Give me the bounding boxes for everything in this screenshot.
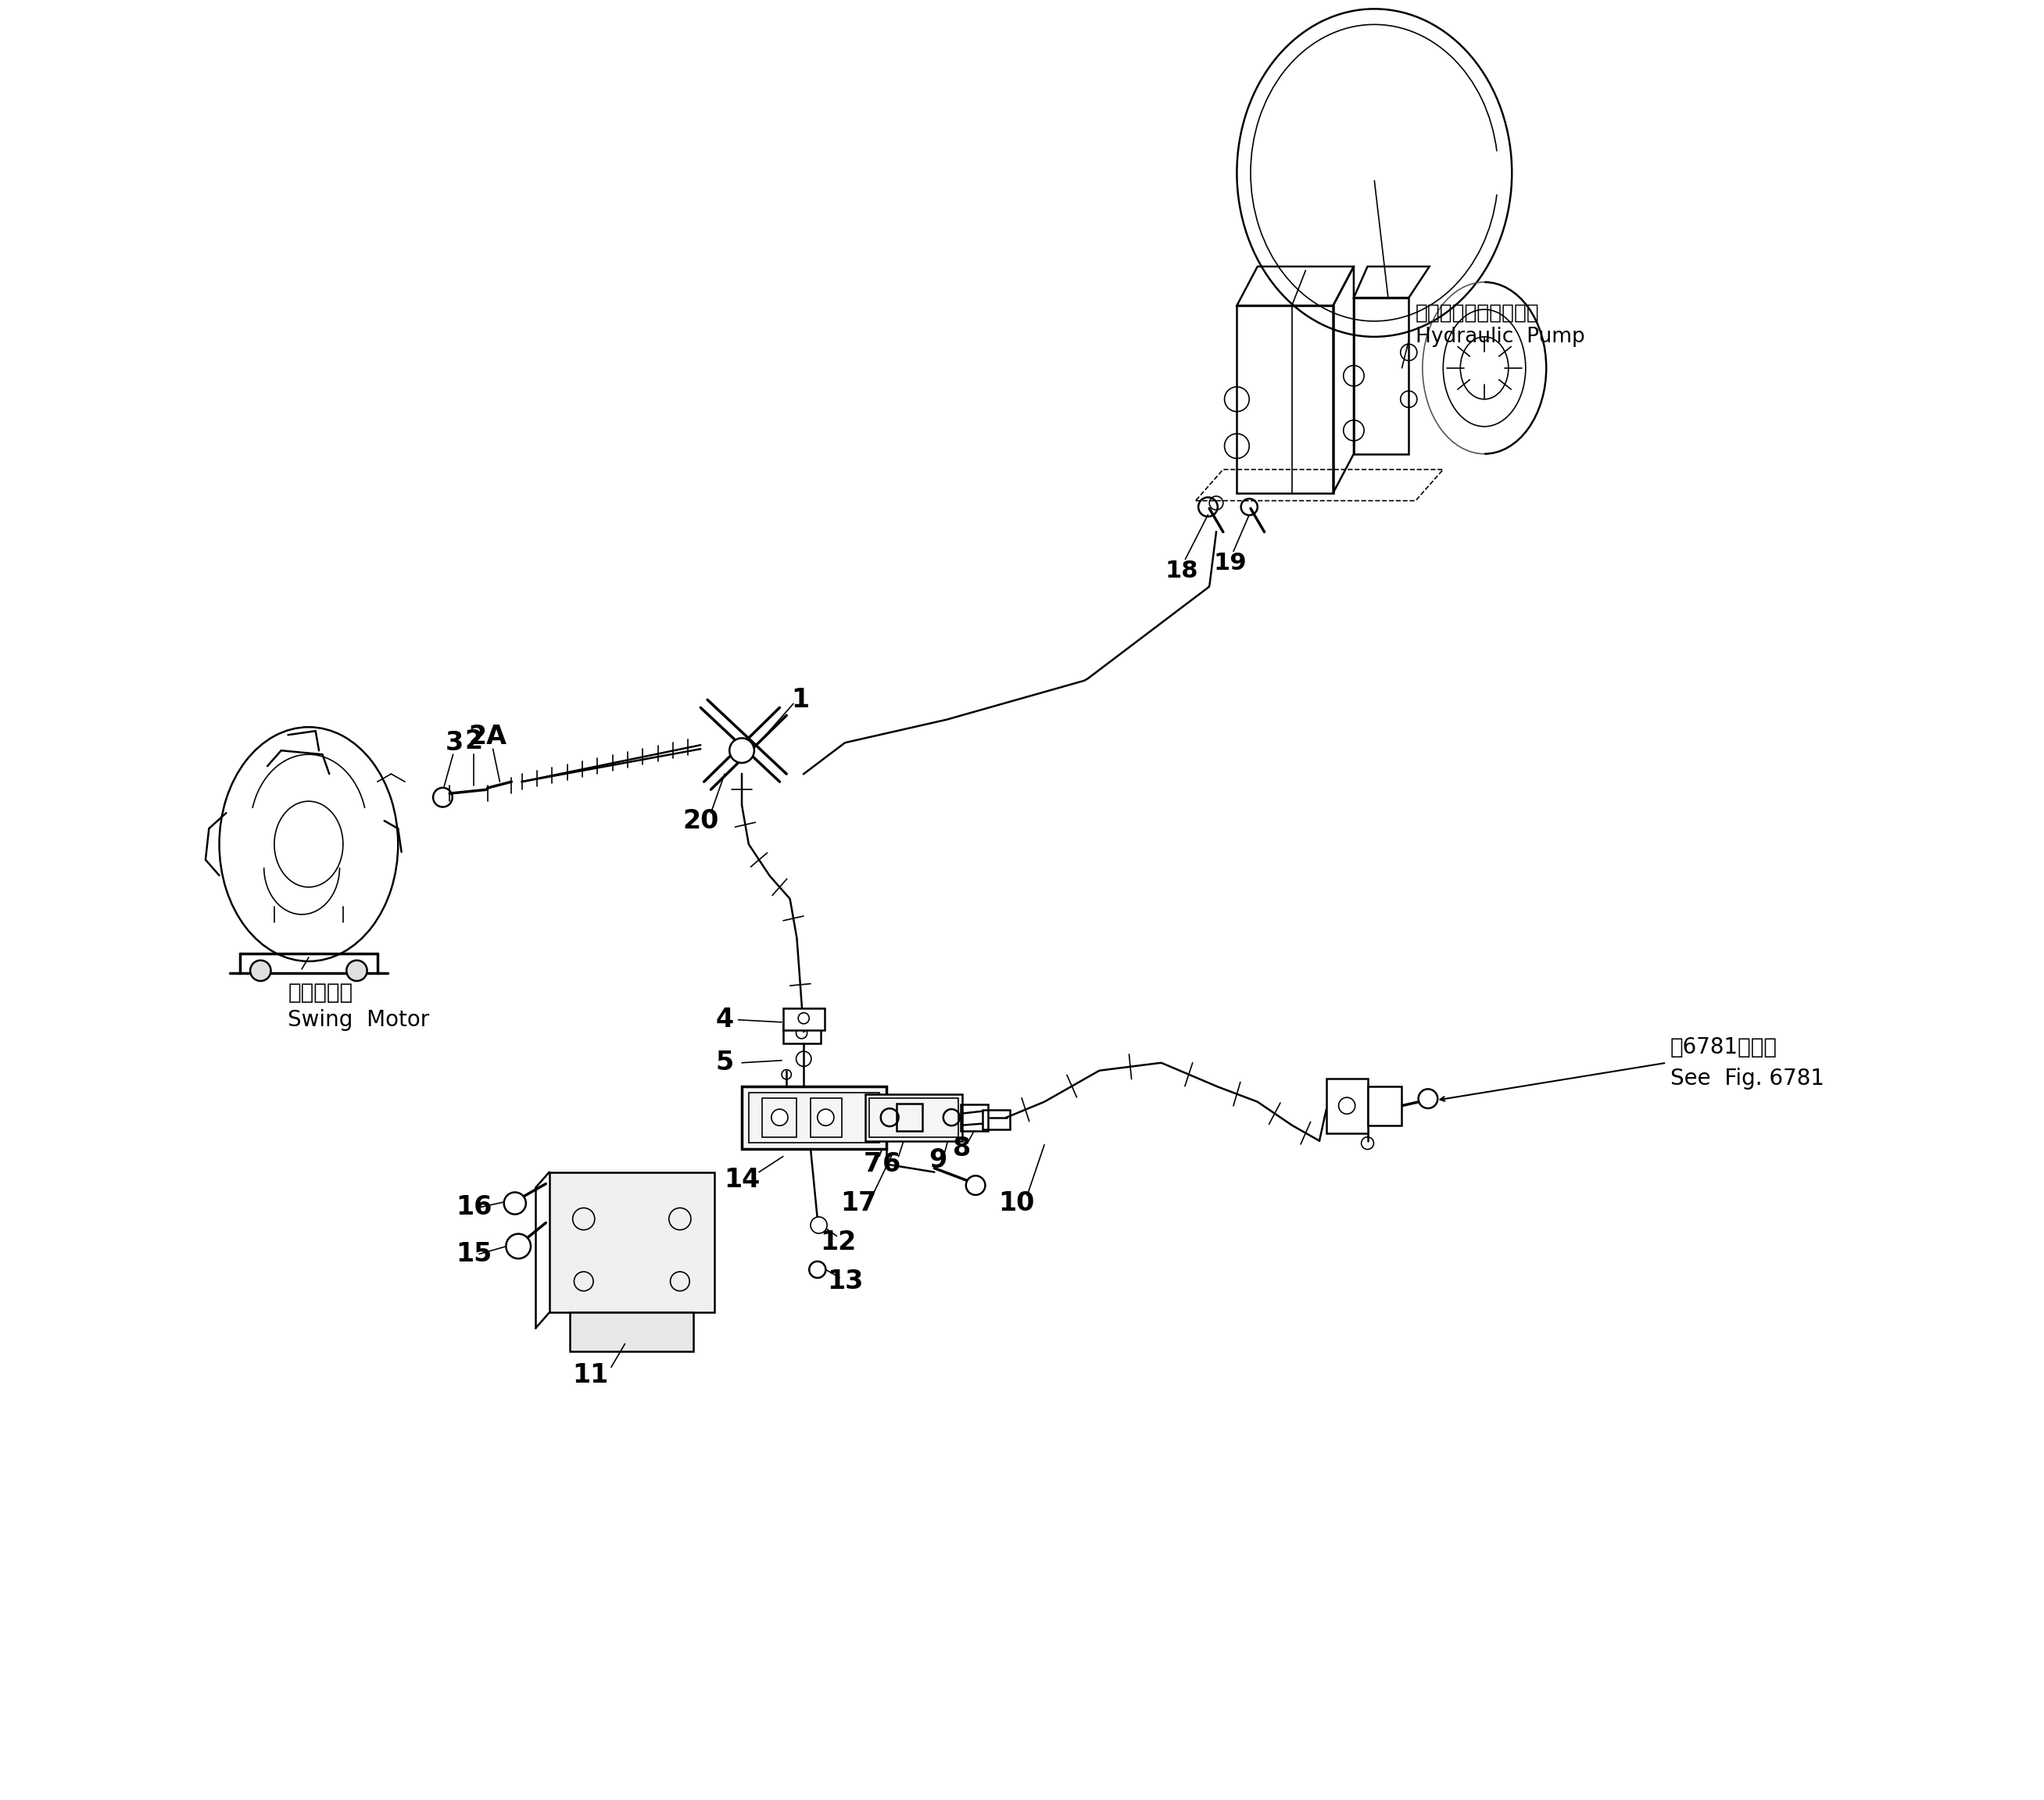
Text: 19: 19 <box>1214 553 1247 574</box>
Text: Swing  Motor: Swing Motor <box>288 1008 429 1031</box>
Text: 9: 9 <box>928 1147 946 1174</box>
Bar <box>783 1008 824 1030</box>
Text: 1: 1 <box>791 688 809 713</box>
Text: 5: 5 <box>715 1049 734 1076</box>
Text: ハイドロリックポンプ: ハイドロリックポンプ <box>1416 302 1539 324</box>
Circle shape <box>771 1109 787 1125</box>
Text: 8: 8 <box>953 1136 971 1161</box>
Bar <box>811 1098 842 1138</box>
Circle shape <box>1419 1089 1437 1109</box>
Bar <box>1327 1078 1367 1132</box>
Circle shape <box>818 1109 834 1125</box>
Bar <box>783 1024 822 1044</box>
Bar <box>762 1098 797 1138</box>
Text: 4: 4 <box>715 1006 734 1033</box>
Circle shape <box>249 961 272 981</box>
Text: 13: 13 <box>828 1269 863 1294</box>
Circle shape <box>505 1192 525 1215</box>
Circle shape <box>809 1262 826 1278</box>
Bar <box>865 1094 963 1141</box>
Text: 2A: 2A <box>468 724 507 749</box>
Circle shape <box>730 738 754 763</box>
Circle shape <box>967 1175 985 1195</box>
Circle shape <box>507 1233 531 1258</box>
Text: 14: 14 <box>724 1166 760 1193</box>
Bar <box>869 1098 959 1138</box>
Text: 18: 18 <box>1165 560 1198 581</box>
Circle shape <box>347 961 368 981</box>
Bar <box>961 1103 987 1130</box>
Text: 15: 15 <box>456 1242 493 1267</box>
Bar <box>748 1093 879 1143</box>
Text: 12: 12 <box>820 1229 856 1255</box>
Text: 6: 6 <box>883 1152 901 1177</box>
Bar <box>983 1109 1010 1129</box>
Text: Hydraulic  Pump: Hydraulic Pump <box>1416 326 1584 347</box>
Text: 17: 17 <box>840 1190 877 1217</box>
Bar <box>897 1103 922 1130</box>
Text: 3: 3 <box>446 729 464 756</box>
Text: 20: 20 <box>683 808 719 833</box>
Polygon shape <box>570 1312 693 1352</box>
Circle shape <box>811 1217 828 1233</box>
Text: See  Fig. 6781: See Fig. 6781 <box>1670 1067 1823 1089</box>
Bar <box>742 1085 887 1148</box>
Text: 16: 16 <box>456 1193 493 1220</box>
Text: 11: 11 <box>572 1363 609 1388</box>
Bar <box>1367 1085 1402 1125</box>
Polygon shape <box>550 1172 713 1312</box>
Text: 旋回モータ: 旋回モータ <box>288 981 354 1003</box>
Text: 2: 2 <box>464 729 482 754</box>
Text: 7: 7 <box>863 1152 881 1177</box>
Text: 10: 10 <box>1000 1190 1034 1217</box>
Text: 第6781図参照: 第6781図参照 <box>1670 1037 1776 1058</box>
